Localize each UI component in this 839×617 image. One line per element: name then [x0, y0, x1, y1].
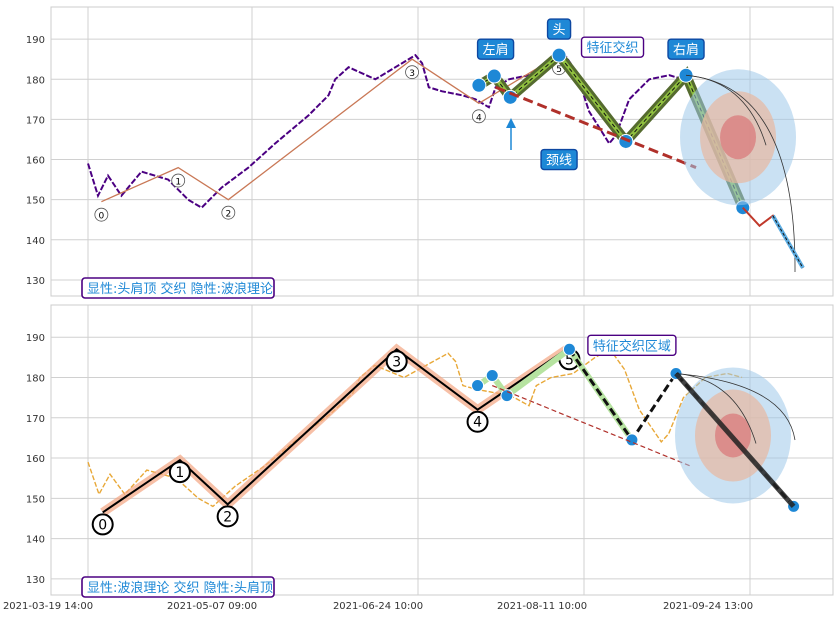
wave-point-marker: [405, 65, 419, 80]
y-tick-label: 150: [26, 196, 45, 207]
tag-label: 特征交织: [587, 40, 639, 56]
hs-point: [485, 368, 499, 382]
x-tick-label: 2021-06-24 10:00: [333, 601, 423, 612]
wave-point-label: 1: [175, 465, 184, 481]
y-tick-label: 140: [26, 535, 45, 546]
y-tick-label: 180: [26, 374, 45, 385]
wave-point-label: 4: [476, 113, 482, 123]
legend-text: 显性:波浪理论 交织 隐性:头肩顶: [87, 580, 273, 596]
y-tick-label: 170: [26, 414, 45, 425]
y-tick-label: 190: [26, 333, 45, 344]
wave-point-label: 1: [175, 178, 181, 188]
wave-point-label: 0: [98, 517, 107, 533]
legend-text: 显性:头肩顶 交织 隐性:波浪理论: [87, 281, 273, 297]
legend-box: [81, 576, 275, 598]
y-tick-label: 140: [26, 236, 45, 247]
y-tick-label: 180: [26, 75, 45, 86]
projection-line: [674, 371, 796, 509]
y-tick-label: 160: [26, 454, 45, 465]
wave-point-label: 5: [565, 352, 574, 368]
wave-point-label: 4: [473, 415, 482, 431]
wave-point-marker: [385, 350, 408, 373]
projection-arc: [675, 373, 757, 444]
hs-point: [562, 342, 576, 356]
tag-box: [476, 38, 515, 60]
wave-point-marker: [168, 461, 191, 484]
wave-point-marker: [466, 410, 489, 433]
wave-line: [102, 346, 570, 514]
tag-box: [587, 334, 677, 356]
wave-point-label: 5: [556, 65, 562, 75]
x-tick-label: 2021-08-11 10:00: [497, 601, 587, 612]
price-series: [87, 348, 743, 508]
wave-point-label: 2: [223, 509, 232, 525]
bottom-panel: 130 140 150 160 170 180 190 0 1 2 3 4 5 特征交织区域显性:波浪理论…: [26, 304, 834, 598]
neckline: [492, 384, 691, 467]
tag-box: [667, 38, 705, 60]
hs-point: [551, 47, 567, 63]
wave-point-marker: [94, 207, 109, 222]
hs-point: [486, 68, 502, 84]
tag-label: 右肩: [673, 42, 699, 58]
tag-label: 特征交织区域: [593, 338, 671, 354]
legend-box: [81, 277, 275, 299]
y-tick-label: 150: [26, 494, 45, 505]
wave-point-marker: [221, 205, 236, 220]
neckline-arrowhead: [506, 118, 516, 128]
x-axis: 2021-03-19 14:00 2021-05-07 09:00 2021-06-…: [3, 601, 753, 612]
tag-label: 头: [553, 23, 566, 38]
x-tick-label: 2021-03-19 14:00: [3, 601, 93, 612]
wave-point-label: 2: [225, 210, 231, 220]
wave-point-label: 3: [409, 69, 415, 79]
projection-arc: [675, 373, 796, 441]
tag-label: 颈线: [546, 154, 572, 169]
wave-point-marker: [216, 505, 239, 528]
x-tick-label: 2021-05-07 09:00: [167, 601, 257, 612]
x-tick-label: 2021-09-24 13:00: [663, 601, 753, 612]
y-tick-label: 130: [26, 575, 45, 586]
projection-target-line: [772, 215, 804, 269]
hs-point: [618, 133, 634, 149]
wave-point-marker: [471, 109, 486, 124]
wave-point-marker: [171, 173, 186, 188]
tag-box: [580, 36, 645, 58]
target-zone-inner: [720, 115, 757, 160]
wave-point-label: 0: [98, 212, 104, 222]
price-series: [87, 49, 683, 209]
projection-arc: [685, 74, 767, 146]
y-tick-label: 160: [26, 156, 45, 167]
tag-label: 左肩: [483, 42, 509, 58]
hs-point: [471, 379, 485, 393]
wave-point-marker: [91, 513, 114, 536]
tag-box: [540, 148, 578, 171]
y-tick-label: 130: [26, 276, 45, 287]
hs-point: [471, 77, 487, 93]
tag-box: [546, 18, 572, 40]
hs-point: [500, 389, 514, 403]
y-tick-label: 190: [26, 35, 45, 46]
y-tick-label: 170: [26, 115, 45, 126]
neckline: [495, 85, 697, 169]
wave-point-label: 3: [392, 354, 401, 370]
wave-line: [101, 54, 560, 203]
